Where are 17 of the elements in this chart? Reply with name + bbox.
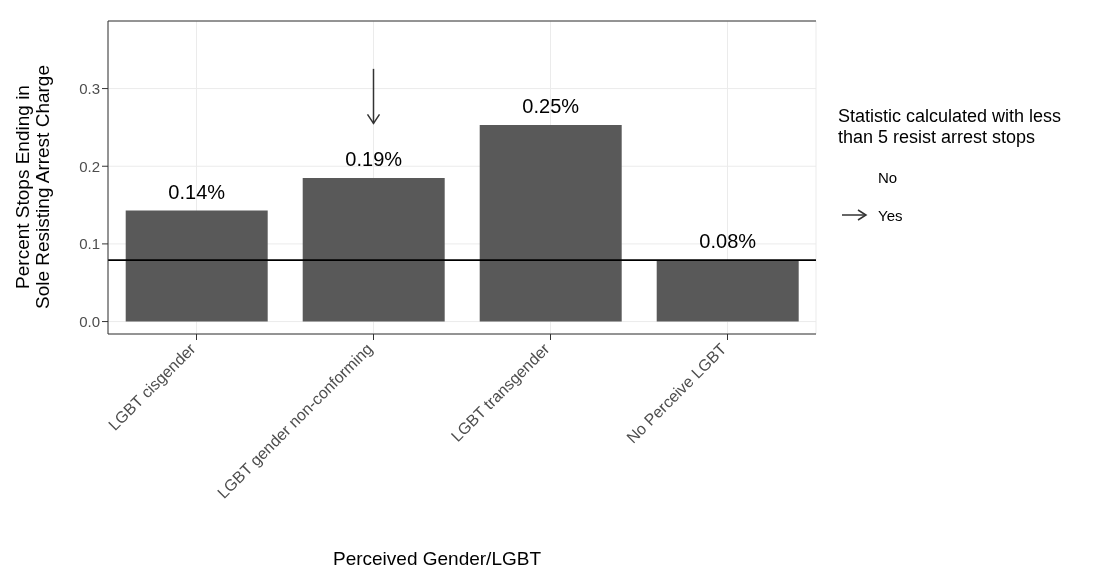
bar — [656, 260, 799, 322]
bar — [125, 210, 268, 322]
text: No — [878, 168, 898, 186]
y-axis-title: Percent Stops Ending in Sole Resisting Arrest Charge — [12, 64, 54, 309]
y-tick-label: 0.1 — [79, 235, 100, 253]
legend-title: Statistic calculated with less than 5 resist arrest stops — [838, 106, 1063, 148]
y-tick-label: 0.2 — [79, 157, 100, 175]
data-label: 0.19% — [345, 147, 403, 170]
data-label: 0.14% — [168, 180, 226, 203]
data-label: 0.25% — [522, 95, 580, 118]
y-tick-label: 0.0 — [79, 312, 100, 330]
data-label: 0.08% — [699, 230, 757, 253]
legend-label: Yes — [878, 206, 903, 224]
y-tick-label: 0.3 — [79, 79, 100, 97]
x-axis-title: Perceived Gender/LGBT — [331, 548, 542, 570]
bar — [479, 125, 622, 322]
bar — [302, 177, 445, 322]
